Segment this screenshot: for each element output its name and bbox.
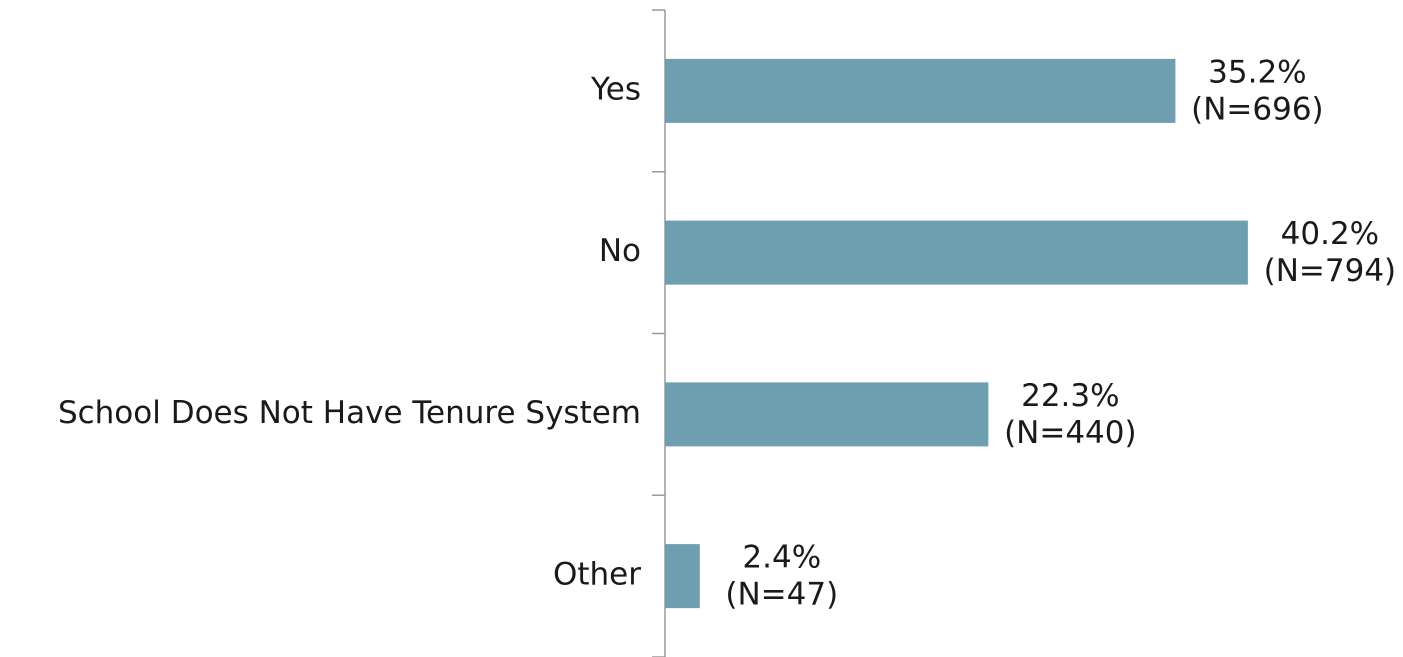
bar bbox=[665, 58, 1176, 123]
category-label: No bbox=[599, 233, 641, 269]
category-label: Other bbox=[553, 557, 641, 593]
category-label: Yes bbox=[590, 71, 641, 107]
count-label: (N=440) bbox=[1004, 415, 1137, 451]
bar bbox=[665, 382, 989, 447]
value-label: 35.2% bbox=[1208, 54, 1306, 90]
value-label: 40.2% bbox=[1281, 216, 1379, 252]
bar bbox=[665, 544, 700, 609]
count-label: (N=794) bbox=[1264, 253, 1397, 289]
value-label: 22.3% bbox=[1021, 378, 1119, 414]
value-label: 2.4% bbox=[742, 540, 821, 576]
count-label: (N=47) bbox=[725, 577, 838, 613]
bar bbox=[665, 220, 1248, 285]
category-label: School Does Not Have Tenure System bbox=[58, 395, 641, 431]
count-label: (N=696) bbox=[1191, 91, 1324, 127]
